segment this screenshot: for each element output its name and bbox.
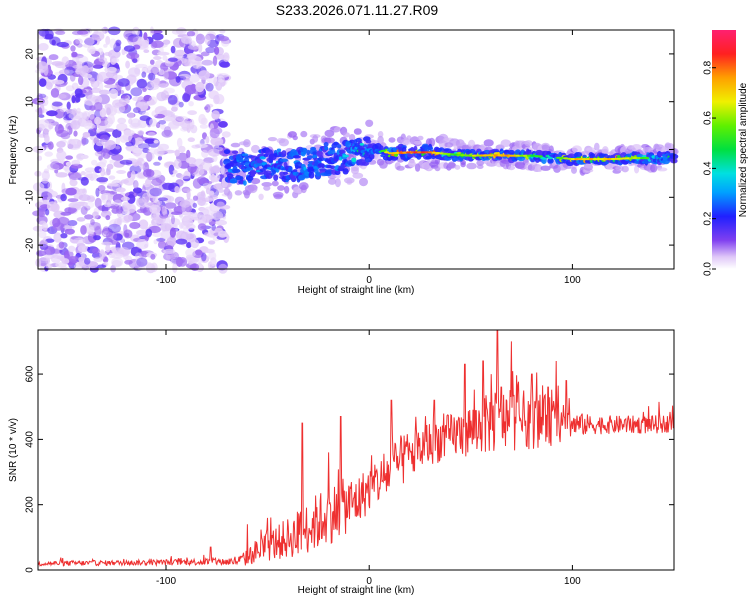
spectrogram-x-label: Height of straight line (km) [298,285,415,296]
snr-y-tick-label: 0 [25,567,36,573]
snr-y-tick-label: 400 [25,431,36,448]
spectrogram-y-ticks: -20 -10 0 10 20 [25,48,674,252]
colorbar-ticks: 0.0 0.2 0.4 0.6 0.8 [703,60,716,276]
snr-frame [37,329,675,571]
colorbar-label: Normalized spectral amplitude [738,82,749,217]
colorbar-tick-label: 0.8 [703,60,714,74]
snr-x-tick-label: -100 [156,576,176,587]
colorbar-gradient [712,30,736,269]
colorbar-tick-label: 0.6 [703,111,714,125]
snr-y-tick-label: 200 [25,496,36,513]
spectrogram-y-tick-label: 10 [25,96,36,108]
spectrogram-x-tick-label: -100 [156,275,176,286]
snr-y-tick-label: 600 [25,365,36,382]
spectrogram-y-tick-label: 0 [25,146,36,152]
snr-x-label: Height of straight line (km) [298,585,415,596]
spectrogram-y-tick-label: -10 [25,190,36,205]
figure-title: S233.2026.071.11.27.R09 [276,2,439,18]
spectrogram-x-tick-label: 0 [366,275,372,286]
colorbar-tick-label: 0.0 [703,262,714,276]
spectrogram-y-tick-label: -20 [25,237,36,252]
spectrogram-y-tick-label: 20 [25,48,36,60]
snr-x-ticks: -100 0 100 [156,330,581,587]
spectrogram-x-tick-label: 100 [564,275,581,286]
snr-x-tick-label: 100 [564,576,581,587]
snr-x-tick-label: 0 [366,576,372,587]
spectrogram-y-label: Frequency (Hz) [8,116,19,185]
snr-series-line [37,329,675,568]
snr-panel: -100 0 100 0 200 400 600 Height of straight l… [8,329,675,596]
colorbar: 0.0 0.2 0.4 0.6 0.8 Normalized spectral ampl… [703,30,749,276]
spectrogram-signal-trace [221,119,679,200]
snr-y-ticks: 0 200 400 600 [25,365,674,573]
snr-y-label: SNR (10 * v/v) [8,418,19,482]
spectrogram-x-ticks: -100 0 100 [156,30,581,286]
colorbar-tick-label: 0.4 [703,161,714,175]
snr-plot-area [38,330,674,570]
spectrogram-noise-field [32,26,232,274]
colorbar-tick-label: 0.2 [703,211,714,225]
